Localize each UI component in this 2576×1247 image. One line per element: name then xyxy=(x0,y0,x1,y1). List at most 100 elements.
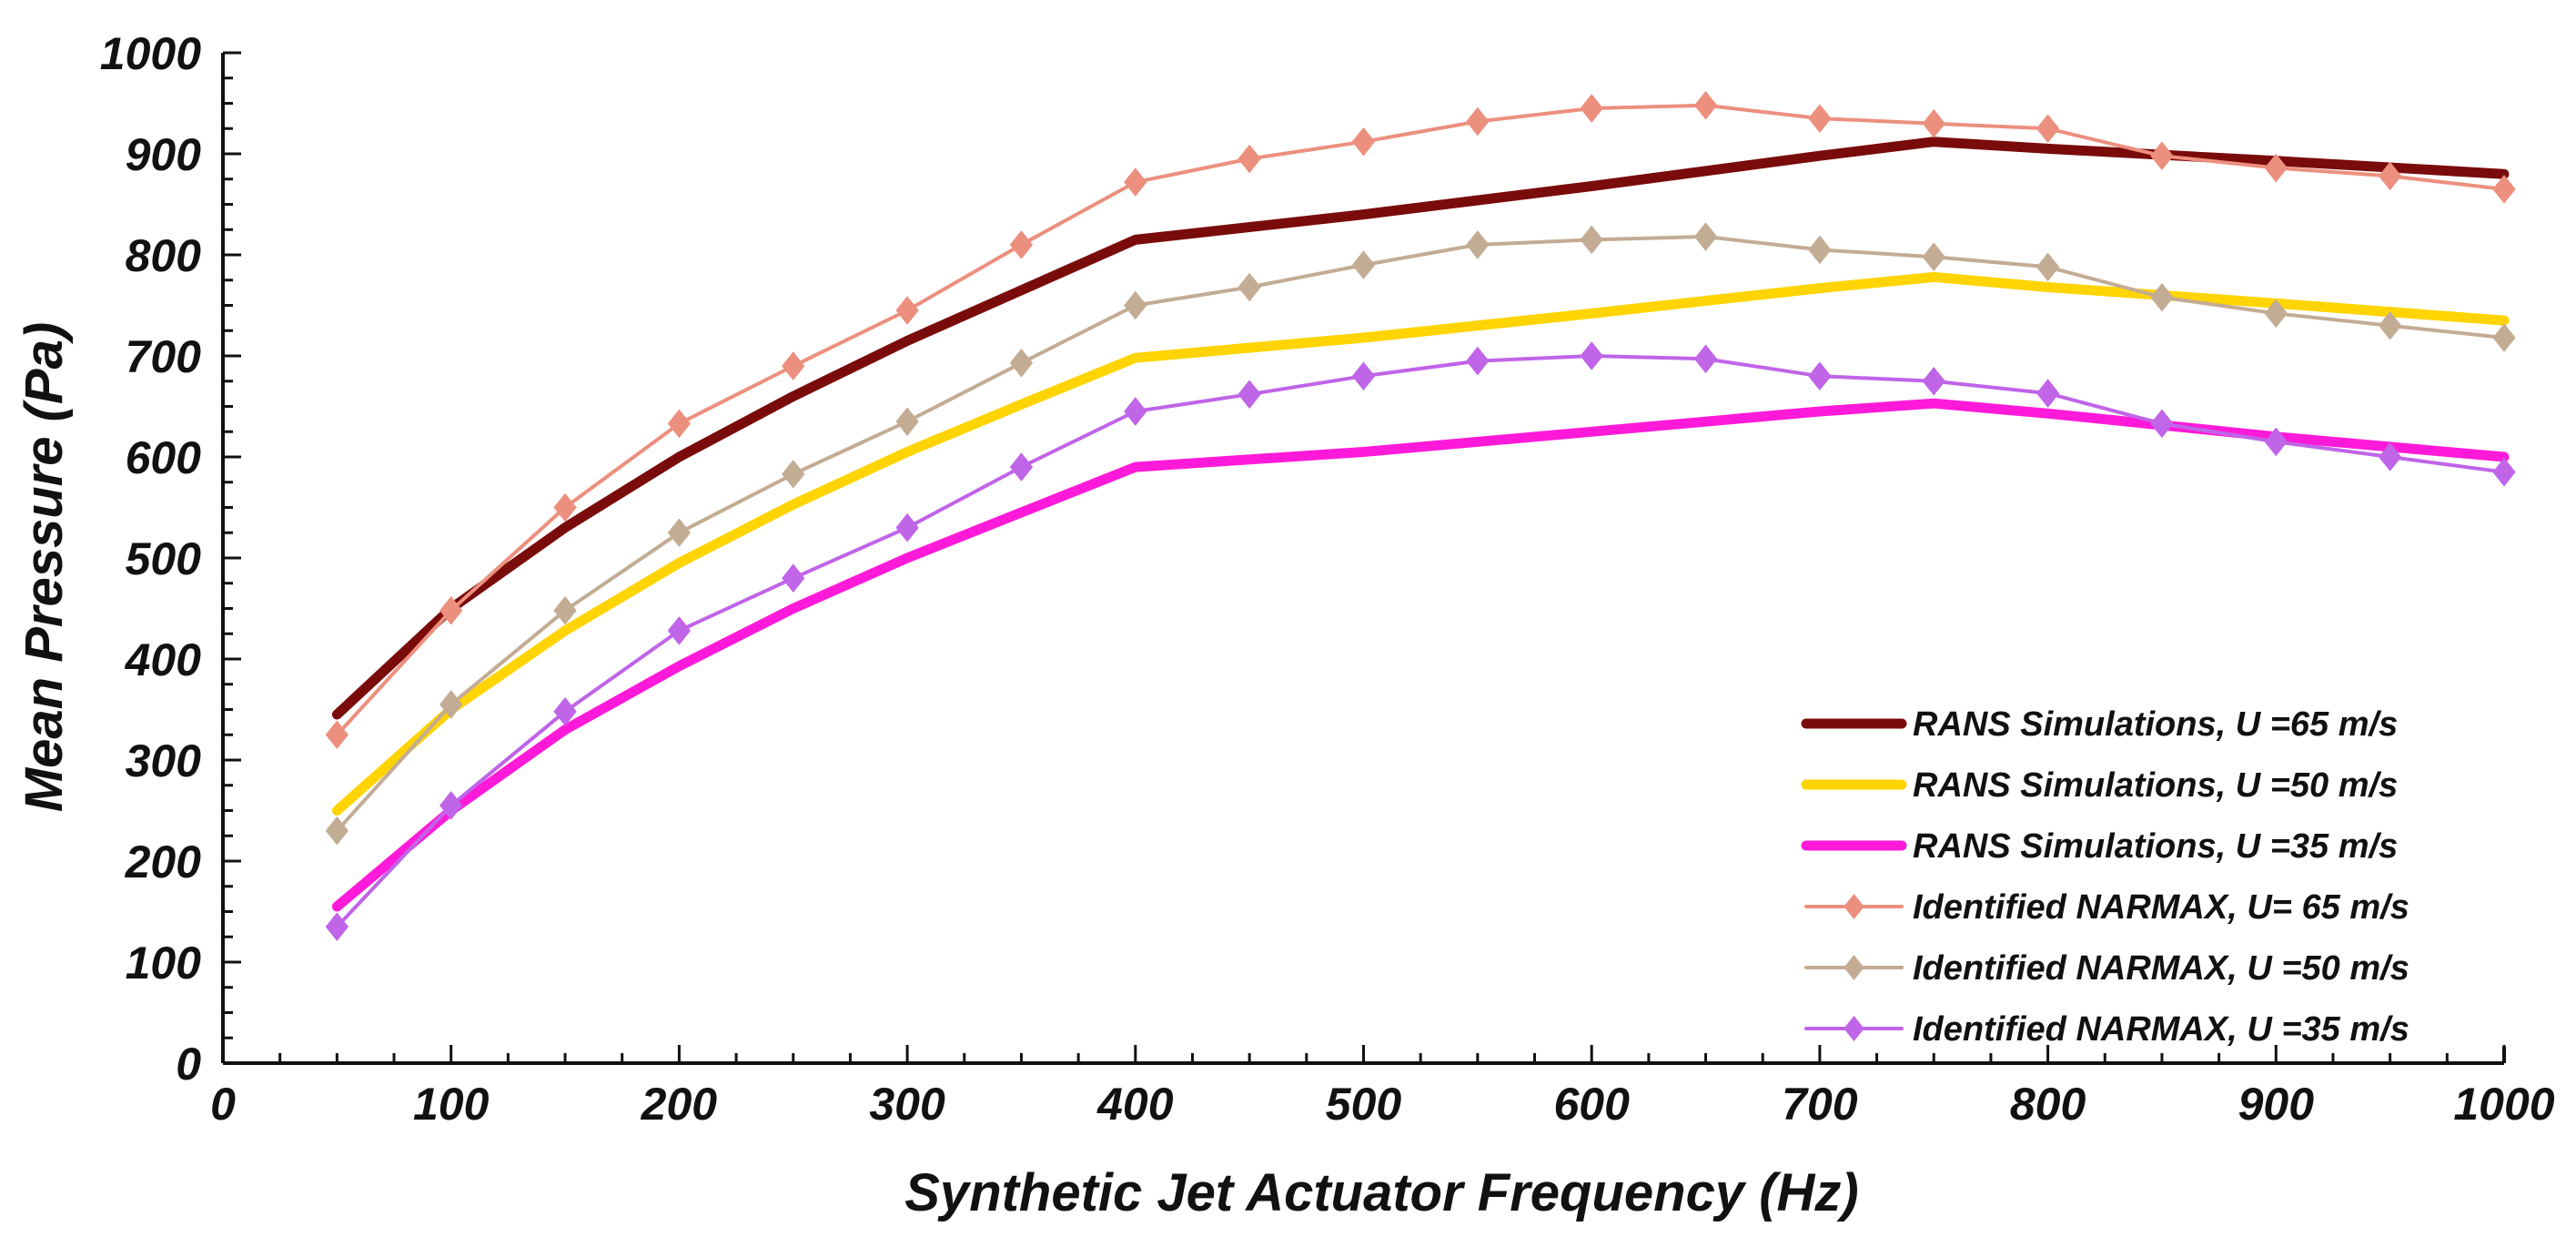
legend-marker-narmax-65 xyxy=(1844,894,1864,919)
data-point-narmax-65 xyxy=(1237,144,1261,174)
y-axis-title: Mean Pressure (Pa) xyxy=(15,322,74,812)
data-point-narmax-35 xyxy=(895,512,919,542)
data-point-narmax-50 xyxy=(553,595,577,625)
data-point-narmax-50 xyxy=(439,690,463,719)
y-tick-label: 900 xyxy=(126,129,202,180)
data-point-narmax-50 xyxy=(2036,252,2060,282)
data-point-narmax-65 xyxy=(325,720,349,750)
data-point-narmax-50 xyxy=(895,407,919,436)
data-point-narmax-35 xyxy=(1237,380,1261,409)
series-line-rans-35 xyxy=(331,398,2510,912)
y-tick-label: 100 xyxy=(126,938,202,988)
data-point-narmax-65 xyxy=(1124,167,1147,197)
legend-label-narmax-65: Identified NARMAX, U= 65 m/s xyxy=(1913,888,2409,927)
y-tick-label: 700 xyxy=(126,331,202,382)
data-point-narmax-65 xyxy=(895,296,919,325)
data-point-narmax-65 xyxy=(439,595,463,625)
data-point-narmax-50 xyxy=(1466,230,1490,259)
legend-label-rans-65: RANS Simulations, U =65 m/s xyxy=(1913,705,2398,744)
data-point-narmax-50 xyxy=(325,816,349,846)
x-tick-label: 900 xyxy=(2238,1079,2315,1130)
legend-label-rans-35: RANS Simulations, U =35 m/s xyxy=(1913,827,2398,866)
data-point-narmax-50 xyxy=(1693,222,1718,251)
x-tick-label: 800 xyxy=(2010,1079,2086,1130)
series-layer xyxy=(331,103,2510,929)
data-point-narmax-35 xyxy=(1009,452,1034,482)
data-point-narmax-35 xyxy=(2036,379,2060,408)
data-point-narmax-50 xyxy=(1351,250,1376,279)
data-point-narmax-35 xyxy=(2492,457,2516,487)
data-point-narmax-65 xyxy=(1466,106,1490,137)
data-point-narmax-50 xyxy=(1009,348,1034,378)
x-tick-label: 700 xyxy=(1782,1079,1858,1130)
data-point-narmax-65 xyxy=(1922,108,1945,138)
data-point-narmax-35 xyxy=(325,912,349,941)
y-tick-label: 500 xyxy=(126,533,202,584)
data-point-narmax-50 xyxy=(2150,282,2174,312)
data-point-narmax-35 xyxy=(1922,366,1945,396)
series-line-rans-65 xyxy=(331,137,2510,720)
data-point-narmax-35 xyxy=(1466,346,1490,376)
data-point-narmax-65 xyxy=(1009,230,1034,259)
data-point-narmax-35 xyxy=(1693,344,1718,374)
y-tick-label: 300 xyxy=(126,735,202,786)
data-point-narmax-65 xyxy=(2036,114,2060,144)
data-point-narmax-50 xyxy=(1124,290,1147,320)
legend-label-narmax-35: Identified NARMAX, U =35 m/s xyxy=(1913,1010,2409,1049)
data-point-narmax-35 xyxy=(2264,427,2288,457)
data-point-narmax-35 xyxy=(553,696,577,726)
data-point-narmax-65 xyxy=(782,351,805,380)
axes: 0 100 200 300 400 500 600 700 800 900 1000 0 100 200 3… xyxy=(100,28,2555,1130)
data-point-narmax-65 xyxy=(1580,94,1603,123)
x-tick-label: 500 xyxy=(1326,1079,1402,1130)
data-point-narmax-35 xyxy=(2379,442,2402,471)
series-line-narmax-50 xyxy=(335,235,2506,833)
data-point-narmax-65 xyxy=(2379,161,2402,191)
series-line-narmax-35 xyxy=(335,354,2506,929)
data-point-narmax-50 xyxy=(1922,242,1945,272)
data-point-narmax-50 xyxy=(2379,310,2402,340)
x-tick-label: 1000 xyxy=(2453,1079,2554,1130)
data-point-narmax-65 xyxy=(1808,104,1832,133)
series-line-narmax-65 xyxy=(335,103,2506,737)
data-point-narmax-50 xyxy=(782,460,805,489)
data-point-narmax-35 xyxy=(1351,361,1376,391)
data-point-narmax-50 xyxy=(1237,272,1261,302)
x-tick-label: 300 xyxy=(869,1079,945,1130)
y-tick-label: 0 xyxy=(176,1039,201,1090)
data-point-narmax-35 xyxy=(1580,341,1603,370)
data-point-narmax-65 xyxy=(667,409,692,439)
data-point-narmax-50 xyxy=(667,518,692,548)
x-tick-label: 200 xyxy=(641,1079,718,1130)
series-line-rans-50 xyxy=(331,271,2510,816)
data-point-narmax-65 xyxy=(1351,127,1376,157)
data-point-narmax-65 xyxy=(2264,153,2288,183)
data-point-narmax-50 xyxy=(1808,235,1832,265)
x-axis-title: Synthetic Jet Actuator Frequency (Hz) xyxy=(904,1163,1858,1222)
y-tick-label: 800 xyxy=(126,230,202,281)
data-point-narmax-35 xyxy=(2150,409,2174,439)
y-tick-label: 200 xyxy=(125,836,202,887)
data-point-narmax-50 xyxy=(2264,299,2288,329)
legend: RANS Simulations, U =65 m/s RANS Simulati… xyxy=(1801,705,2409,1049)
x-tick-label: 600 xyxy=(1553,1079,1630,1130)
data-point-narmax-65 xyxy=(553,492,577,522)
data-point-narmax-35 xyxy=(782,563,805,593)
legend-label-rans-50: RANS Simulations, U =50 m/s xyxy=(1913,766,2398,805)
y-tick-label: 600 xyxy=(126,432,202,483)
data-point-narmax-35 xyxy=(439,791,463,820)
data-point-narmax-35 xyxy=(1124,397,1147,426)
legend-label-narmax-50: Identified NARMAX, U =50 m/s xyxy=(1913,949,2409,988)
data-point-narmax-50 xyxy=(1580,225,1603,255)
markers-layer xyxy=(325,90,2516,941)
y-tick-label: 1000 xyxy=(100,28,201,79)
x-tick-label: 100 xyxy=(413,1079,490,1130)
data-point-narmax-65 xyxy=(2150,141,2174,171)
legend-marker-narmax-35 xyxy=(1844,1016,1864,1041)
x-tick-label: 0 xyxy=(210,1079,236,1130)
data-point-narmax-35 xyxy=(667,616,692,645)
data-point-narmax-50 xyxy=(2492,323,2516,352)
y-tick-label: 400 xyxy=(125,634,202,685)
data-point-narmax-65 xyxy=(2492,175,2516,204)
